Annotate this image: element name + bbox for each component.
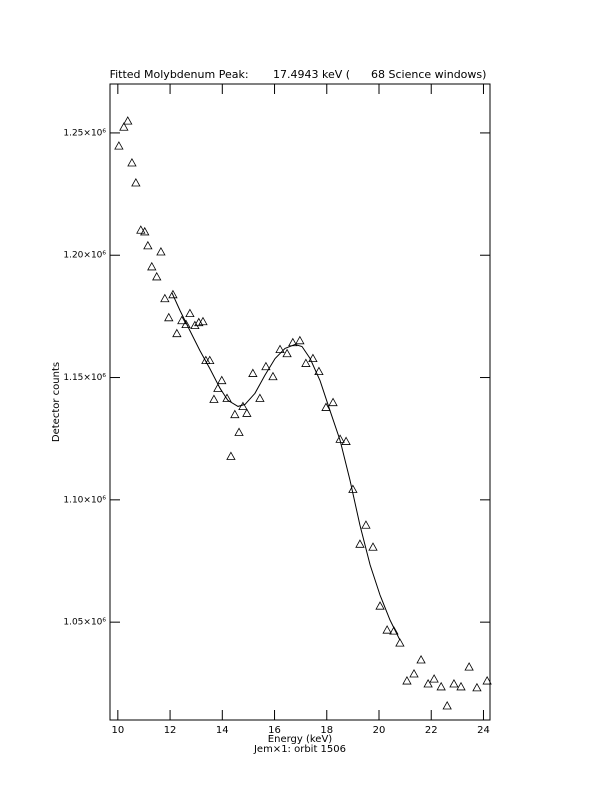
data-point: [449, 678, 459, 688]
data-point: [185, 308, 195, 318]
data-point: [198, 316, 208, 326]
data-point: [181, 319, 191, 329]
y-tick-label: 1.15×10⁶: [63, 373, 106, 383]
data-point: [282, 348, 292, 358]
y-axis-label: Detector counts: [51, 362, 62, 442]
x-axis-label: Energy (keV): [268, 734, 333, 745]
data-point: [114, 141, 124, 150]
x-tick-label: 18: [320, 725, 333, 736]
y-tick-label: 1.25×10⁶: [63, 128, 106, 138]
data-point: [355, 539, 365, 548]
x-tick-label: 16: [268, 725, 281, 736]
fit-line: [171, 292, 401, 641]
data-point: [190, 320, 200, 330]
data-point: [456, 681, 466, 691]
subtitle: Jem×1: orbit 1506: [253, 744, 346, 755]
data-point: [248, 368, 258, 377]
data-point: [234, 427, 244, 436]
data-point: [395, 638, 405, 647]
data-point: [429, 674, 439, 683]
y-tick-label: 1.20×10⁶: [63, 251, 106, 261]
data-point: [222, 393, 232, 402]
data-point: [341, 436, 351, 445]
data-point: [217, 375, 227, 385]
x-tick-label: 12: [164, 725, 177, 736]
data-point: [314, 366, 324, 376]
data-point: [226, 451, 236, 460]
data-point: [308, 353, 318, 363]
data-point: [328, 397, 338, 407]
y-tick-label: 1.05×10⁶: [63, 618, 106, 628]
data-point: [442, 700, 452, 710]
data-point: [201, 355, 211, 365]
data-point: [409, 668, 419, 678]
data-point: [209, 394, 219, 403]
data-point: [361, 520, 371, 529]
data-point: [164, 312, 174, 322]
data-point: [295, 335, 305, 345]
data-point: [301, 358, 311, 367]
chart-title: Fitted Molybdenum Peak: 17.4943 keV ( 68…: [110, 68, 487, 81]
data-point: [140, 226, 150, 236]
data-point: [156, 246, 166, 256]
data-point: [147, 261, 157, 271]
x-tick-label: 24: [477, 725, 490, 736]
data-point: [160, 293, 170, 303]
data-point: [321, 402, 331, 411]
data-point: [389, 626, 399, 635]
data-point: [436, 681, 446, 691]
data-point: [416, 655, 426, 664]
x-tick-label: 14: [216, 725, 229, 736]
plot-frame: [109, 83, 491, 721]
data-point: [242, 408, 252, 417]
data-point: [131, 178, 141, 187]
data-point: [213, 383, 223, 392]
data-point: [275, 344, 285, 354]
data-point: [423, 678, 433, 688]
data-point: [230, 409, 240, 419]
data-point: [464, 662, 474, 671]
data-point: [472, 682, 482, 692]
data-point: [127, 157, 137, 167]
data-point: [375, 601, 385, 610]
data-point: [123, 116, 133, 125]
x-tick-label: 20: [373, 725, 386, 736]
data-point: [136, 225, 146, 234]
data-point: [152, 271, 162, 281]
x-tick-label: 22: [425, 725, 438, 736]
data-point: [268, 371, 278, 381]
data-point: [482, 676, 492, 685]
data-point: [143, 240, 153, 250]
data-point: [402, 676, 412, 685]
y-tick-label: 1.10×10⁶: [63, 495, 106, 505]
x-tick-label: 10: [111, 725, 124, 736]
data-point: [177, 315, 187, 325]
data-point: [368, 542, 378, 551]
data-point: [261, 361, 271, 371]
data-point: [119, 122, 129, 131]
data-point: [168, 289, 178, 299]
data-point: [382, 625, 392, 634]
data-point: [255, 393, 265, 402]
data-point: [205, 355, 215, 365]
data-point: [172, 328, 182, 338]
